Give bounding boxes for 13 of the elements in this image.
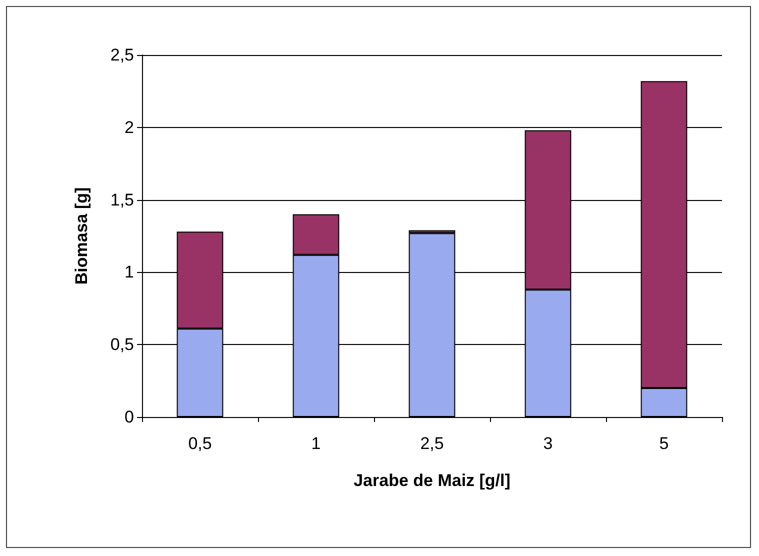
x-axis-title: Jarabe de Maiz [g/l] <box>354 471 510 490</box>
y-tick-label: 1 <box>124 262 134 282</box>
y-tick-label: 0,5 <box>110 335 134 354</box>
y-tick-label: 0 <box>124 408 134 426</box>
x-tick-label: 5 <box>659 434 669 453</box>
x-tick-label: 1 <box>311 434 321 453</box>
x-tick-label: 0,5 <box>188 434 212 453</box>
x-tick-label: 2,5 <box>420 434 444 453</box>
y-tick-label: 2,5 <box>110 46 134 64</box>
x-tick-label: 3 <box>543 434 553 453</box>
y-axis-title: Biomasa [g] <box>72 187 91 285</box>
y-tick-label: 2 <box>124 118 134 137</box>
y-tick-label: 1,5 <box>110 190 134 210</box>
